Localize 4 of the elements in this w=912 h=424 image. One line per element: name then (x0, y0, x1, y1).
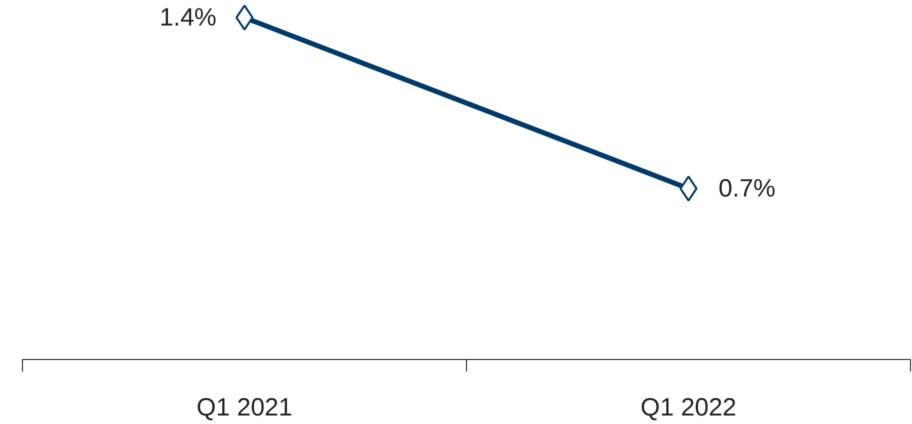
x-tick-label: Q1 2021 (196, 394, 292, 422)
x-tick-label: Q1 2022 (640, 394, 736, 422)
data-label: 1.4% (160, 4, 216, 32)
data-label: 0.7% (718, 174, 776, 203)
